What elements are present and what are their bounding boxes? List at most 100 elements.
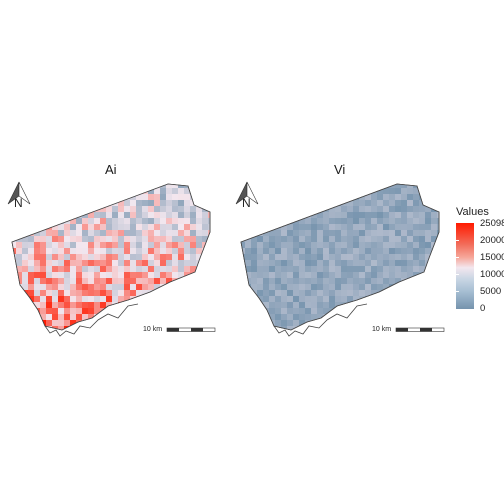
map-tile	[401, 254, 408, 263]
map-tile	[395, 206, 402, 214]
map-tile	[136, 254, 145, 261]
map-tile	[136, 194, 143, 202]
map-tile	[407, 200, 414, 207]
map-tile	[239, 332, 246, 341]
map-tile	[34, 230, 43, 238]
map-tile	[371, 266, 378, 275]
map-tile	[341, 272, 349, 278]
map-tile	[275, 302, 281, 308]
map-tile	[425, 242, 431, 251]
map-tile	[341, 230, 349, 238]
map-tile	[166, 184, 173, 189]
map-tile	[124, 200, 132, 209]
map-tile	[311, 230, 320, 238]
map-tile	[437, 272, 439, 281]
map-tile	[82, 332, 91, 340]
map-tile	[142, 260, 148, 266]
map-tile	[323, 308, 332, 316]
map-tile	[395, 308, 401, 315]
map-tile	[112, 290, 121, 296]
map-tile	[16, 212, 23, 219]
map-tile	[148, 296, 157, 303]
map-tile	[58, 308, 65, 314]
map-tile	[70, 290, 79, 299]
map-tile	[389, 194, 397, 200]
map-tile	[160, 314, 169, 323]
map-tile	[124, 236, 133, 245]
map-tile	[323, 302, 331, 308]
map-tile	[407, 302, 416, 308]
map-tile	[413, 212, 422, 221]
map-tile	[269, 248, 278, 254]
map-tile	[172, 296, 178, 303]
map-tile	[311, 302, 319, 311]
map-tile	[341, 236, 347, 242]
map-tile	[377, 332, 386, 339]
map-tile	[106, 236, 115, 242]
map-tile	[341, 188, 348, 197]
map-tile	[437, 278, 439, 287]
map-tile	[64, 184, 72, 191]
map-tile	[112, 212, 121, 219]
map-tile	[341, 200, 349, 209]
map-tile	[58, 224, 67, 230]
map-tile	[88, 266, 94, 272]
map-tile	[76, 218, 84, 227]
map-tile	[172, 320, 178, 327]
map-tile	[184, 266, 193, 272]
map-tile	[389, 278, 397, 284]
map-tile	[154, 212, 163, 219]
map-tile	[196, 272, 202, 280]
map-tile	[142, 308, 148, 316]
map-tile	[329, 218, 336, 226]
map-tile	[202, 314, 208, 322]
map-tile	[148, 302, 154, 310]
map-tile	[281, 260, 289, 268]
map-tile	[257, 308, 263, 316]
map-tile	[413, 184, 420, 191]
map-tile	[58, 296, 67, 304]
scale-bar	[166, 327, 216, 332]
map-tile	[269, 254, 276, 261]
map-tile	[437, 302, 439, 308]
map-tile	[100, 284, 107, 293]
map-tile	[40, 242, 46, 248]
map-tile	[136, 314, 144, 323]
map-tile	[257, 206, 263, 213]
map-tile	[172, 242, 180, 251]
map-tile	[401, 284, 410, 290]
map-tile	[58, 320, 65, 328]
map-tile	[106, 188, 112, 196]
map-tile	[112, 218, 121, 224]
map-tile	[365, 290, 374, 299]
map-tile	[287, 284, 294, 290]
map-tile	[10, 332, 17, 339]
map-tile	[431, 320, 439, 327]
map-tile	[335, 272, 343, 281]
map-tile	[130, 332, 137, 339]
map-tile	[52, 296, 60, 303]
map-tile	[178, 332, 185, 339]
map-tile	[46, 278, 55, 286]
map-tile	[124, 314, 130, 323]
map-tile	[40, 308, 48, 316]
map-tile	[208, 260, 210, 267]
map-tile	[425, 230, 431, 236]
map-tile	[317, 284, 326, 291]
map-tile	[305, 260, 311, 268]
map-tile	[341, 254, 348, 261]
map-tile	[136, 236, 144, 244]
map-tile	[251, 218, 260, 224]
legend-tick	[456, 257, 459, 258]
map-tile	[287, 184, 296, 190]
map-tile	[431, 184, 438, 190]
map-tile	[281, 332, 290, 341]
map-tile	[413, 206, 421, 213]
map-tile	[208, 184, 210, 191]
map-tile	[317, 272, 323, 281]
map-tile	[88, 248, 97, 255]
map-tile	[190, 224, 196, 230]
map-tile	[317, 242, 325, 250]
map-tile	[130, 194, 137, 201]
map-tile	[407, 184, 416, 189]
